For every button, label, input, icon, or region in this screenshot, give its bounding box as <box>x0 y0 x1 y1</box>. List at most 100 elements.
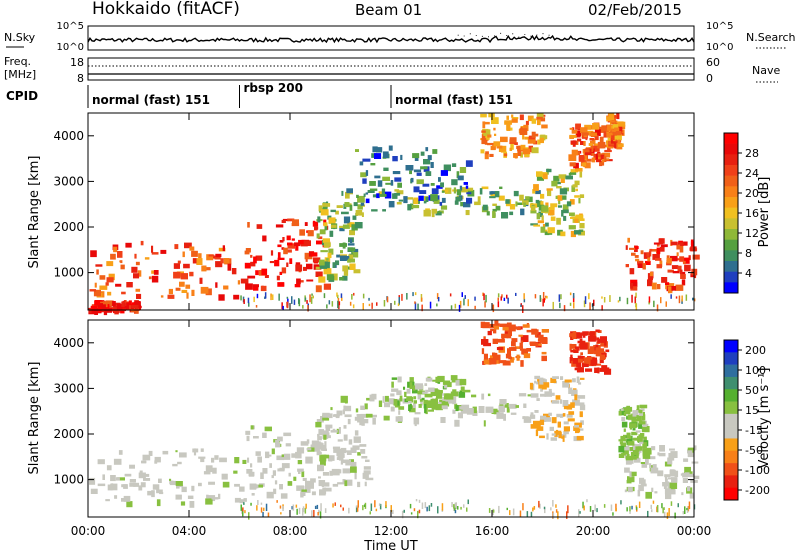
radar-cell <box>200 458 205 463</box>
radar-cell <box>653 242 661 245</box>
radar-cell <box>581 332 587 336</box>
ground-scatter-cell <box>398 297 400 305</box>
radar-cell <box>493 127 496 131</box>
radar-cell <box>283 453 291 460</box>
ground-scatter-cell <box>356 507 359 512</box>
radar-cell <box>428 409 434 412</box>
radar-cell <box>572 331 577 334</box>
radar-cell <box>153 270 159 275</box>
ground-scatter-cell <box>488 508 491 513</box>
colorbar-segment <box>724 340 738 353</box>
radar-cell <box>458 391 466 398</box>
radar-cell <box>521 348 527 355</box>
radar-cell <box>647 257 651 262</box>
ground-scatter-cell <box>414 302 417 310</box>
radar-cell <box>433 199 440 204</box>
ground-scatter-cell <box>328 300 331 305</box>
radar-cell <box>534 410 539 413</box>
radar-cell <box>297 460 303 465</box>
radar-cell <box>483 420 486 427</box>
colorbar-segment <box>724 229 738 240</box>
data-region <box>88 300 142 316</box>
data-region <box>244 218 331 293</box>
radar-cell <box>570 169 579 173</box>
radar-cell <box>539 377 544 385</box>
radar-cell <box>432 379 437 382</box>
ground-scatter-cell <box>552 301 554 310</box>
ground-scatter-cell <box>401 510 404 519</box>
radar-cell <box>425 408 428 415</box>
radar-cell <box>641 479 646 486</box>
radar-cell <box>332 262 336 268</box>
radar-cell <box>584 149 590 153</box>
ground-scatter-cell <box>326 304 328 309</box>
radar-cell <box>651 446 656 451</box>
radar-cell <box>472 410 478 416</box>
radar-cell <box>317 436 322 441</box>
radar-cell <box>576 332 583 339</box>
radar-cell <box>612 124 619 129</box>
radar-cell <box>208 481 215 485</box>
radar-cell <box>592 145 600 152</box>
colorbar-segment <box>724 271 738 283</box>
radar-cell <box>379 194 387 197</box>
radar-cell <box>575 168 583 172</box>
radar-cell <box>322 448 327 451</box>
ground-scatter-cell <box>375 508 378 512</box>
ground-scatter-cell <box>385 501 387 507</box>
radar-cell <box>107 484 112 491</box>
ground-scatter-cell <box>583 505 585 511</box>
radar-cell <box>536 116 543 121</box>
radar-cell <box>140 482 146 488</box>
radar-cell <box>571 185 576 192</box>
radar-cell <box>536 426 544 431</box>
radar-cell <box>498 338 505 343</box>
radar-cell <box>637 489 641 497</box>
radar-cell <box>138 472 146 479</box>
radar-cell <box>568 225 576 230</box>
radar-cell <box>233 470 238 474</box>
radar-cell <box>395 416 403 422</box>
radar-cell <box>312 221 319 227</box>
radar-cell <box>167 294 175 299</box>
freq-label-2: [MHz] <box>4 68 36 81</box>
radar-cell <box>329 470 333 476</box>
radar-cell <box>414 412 421 415</box>
radar-cell <box>289 258 293 264</box>
radar-cell <box>607 137 611 143</box>
radar-cell <box>180 273 188 280</box>
radar-cell <box>275 442 281 448</box>
ground-scatter-cell <box>282 506 284 511</box>
radar-cell <box>578 367 583 372</box>
radar-cell <box>466 408 474 415</box>
radar-cell <box>348 254 354 260</box>
radar-cell <box>320 209 329 216</box>
radar-cell <box>370 163 376 166</box>
radar-cell <box>413 197 419 205</box>
ground-scatter-cell <box>376 302 378 306</box>
radar-cell <box>594 129 601 136</box>
radar-cell <box>296 485 305 491</box>
ground-scatter-cell <box>248 302 250 307</box>
ground-scatter-cell <box>458 304 461 312</box>
radar-cell <box>556 413 564 418</box>
radar-cell <box>551 400 560 404</box>
radar-cell <box>565 175 573 180</box>
radar-cell <box>604 339 607 346</box>
radar-cell <box>151 252 159 255</box>
radar-cell <box>245 248 251 253</box>
radar-cell <box>277 244 282 248</box>
nave-tick-top: 60 <box>706 56 720 69</box>
ground-scatter-cell <box>652 500 655 504</box>
radar-cell <box>93 289 101 297</box>
radar-cell <box>142 454 151 461</box>
radar-cell <box>531 118 537 124</box>
radar-cell <box>174 244 179 250</box>
radar-cell <box>575 428 581 433</box>
radar-cell <box>459 390 463 393</box>
radar-cell <box>681 279 686 286</box>
radar-cell <box>148 450 153 456</box>
radar-cell <box>320 416 324 423</box>
radar-cell <box>668 286 673 294</box>
radar-cell <box>597 340 605 343</box>
